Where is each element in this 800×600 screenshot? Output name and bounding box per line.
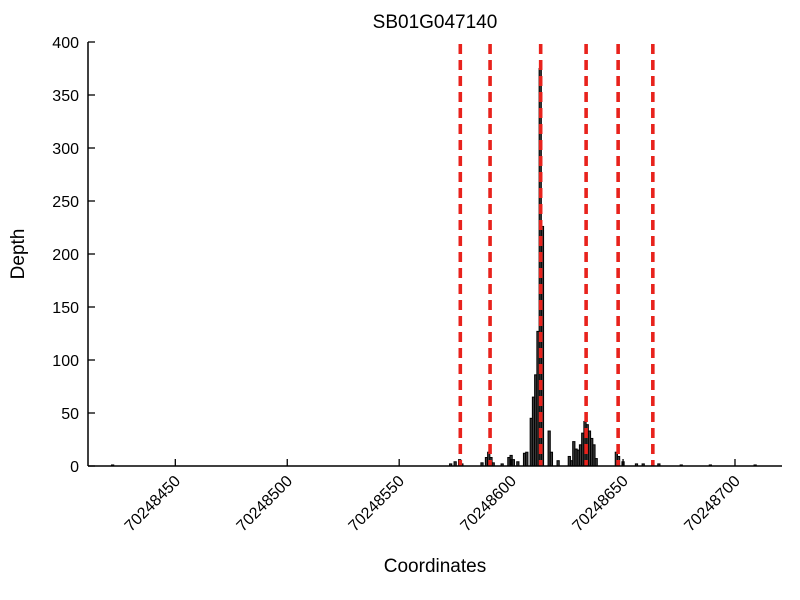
depth-bar bbox=[556, 460, 560, 467]
depth-bar bbox=[511, 459, 515, 467]
y-tick-label: 100 bbox=[52, 353, 79, 370]
y-tick-label: 300 bbox=[52, 141, 79, 158]
y-tick-label: 50 bbox=[61, 406, 79, 423]
depth-bar bbox=[525, 451, 529, 467]
x-axis-label: Coordinates bbox=[384, 556, 486, 577]
x-tick-label: 70248450 bbox=[122, 473, 184, 535]
depth-bar bbox=[549, 451, 554, 467]
x-tick-label: 70248500 bbox=[234, 473, 296, 535]
y-tick-label: 250 bbox=[52, 194, 79, 211]
x-tick-label: 70248600 bbox=[458, 473, 520, 535]
x-tick-label: 70248550 bbox=[346, 473, 408, 535]
y-tick-label: 200 bbox=[52, 247, 79, 264]
y-axis-label: Depth bbox=[8, 229, 29, 280]
y-tick-label: 350 bbox=[52, 88, 79, 105]
axes-group: 0 50 100 150 200 250 300 350 400 70248450 70248500… bbox=[52, 35, 782, 535]
y-tick-label: 0 bbox=[70, 459, 79, 476]
y-tick-label: 150 bbox=[52, 300, 79, 317]
depth-bar bbox=[594, 458, 598, 467]
y-tick-label: 400 bbox=[52, 35, 79, 52]
x-tick-label: 70248700 bbox=[681, 473, 743, 535]
boundary-vlines-group bbox=[458, 44, 655, 466]
bars-group bbox=[111, 68, 757, 467]
chart-title: SB01G047140 bbox=[373, 12, 498, 33]
x-tick-label: 70248650 bbox=[570, 473, 632, 535]
